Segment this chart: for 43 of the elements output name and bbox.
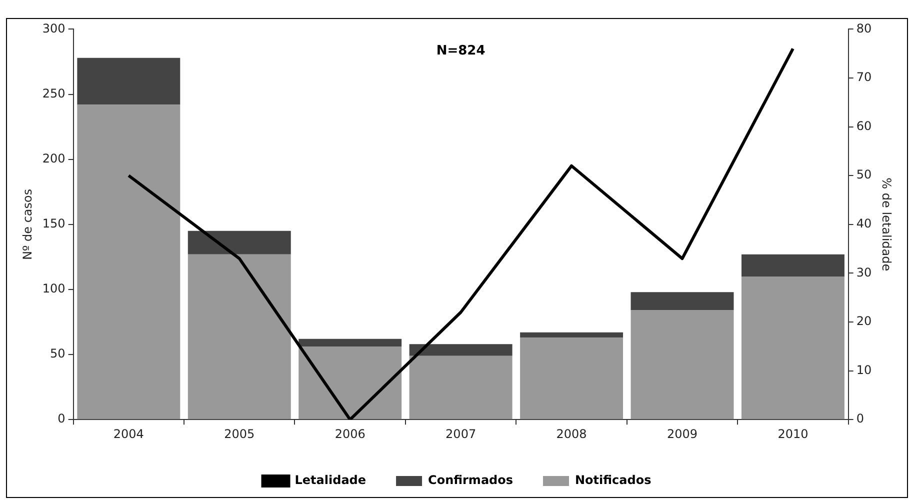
legend-label: Notificados	[575, 473, 652, 488]
bar	[520, 338, 624, 420]
y2-tick-label: 70	[856, 70, 872, 84]
bar	[520, 332, 624, 338]
bar	[741, 254, 844, 276]
y2-tick-label: 80	[856, 21, 872, 36]
x-tick-label: 2008	[556, 426, 587, 441]
y-tick-label: 200	[42, 151, 66, 166]
x-tick-label: 2009	[666, 426, 698, 441]
bar	[77, 58, 180, 105]
bar	[188, 254, 291, 420]
bar	[409, 356, 512, 420]
bar	[409, 344, 512, 356]
y2-tick-label: 60	[856, 118, 872, 133]
bar	[630, 292, 734, 310]
y-tick-label: 250	[42, 86, 66, 100]
y2-axis-title: % de letalidade	[880, 178, 894, 272]
y-tick-label: 300	[42, 21, 66, 36]
y-tick-label: 100	[42, 282, 66, 296]
legend-label: Confirmados	[428, 473, 514, 488]
y2-tick-label: 40	[856, 216, 872, 231]
annotation: N=824	[436, 44, 486, 59]
y-tick-label: 0	[58, 412, 66, 426]
x-tick-label: 2010	[778, 426, 808, 441]
x-tick-label: 2006	[334, 426, 366, 441]
y-axis-title: Nº de casos	[20, 188, 34, 260]
bar	[298, 346, 402, 420]
bar	[741, 276, 844, 420]
legend-label: Letalidade	[294, 473, 366, 488]
bar	[188, 230, 291, 254]
y2-tick-label: 50	[856, 168, 872, 182]
y2-tick-label: 30	[856, 265, 872, 280]
x-tick-label: 2005	[224, 426, 255, 441]
bar	[77, 104, 180, 420]
y2-tick-label: 10	[856, 362, 872, 377]
bar	[630, 310, 734, 420]
y2-tick-label: 0	[856, 412, 864, 426]
x-tick-label: 2004	[113, 426, 144, 441]
y2-tick-label: 20	[856, 314, 872, 328]
y-tick-label: 150	[42, 216, 66, 231]
bar	[298, 338, 402, 347]
x-tick-label: 2007	[446, 426, 476, 441]
y-tick-label: 50	[50, 346, 66, 361]
